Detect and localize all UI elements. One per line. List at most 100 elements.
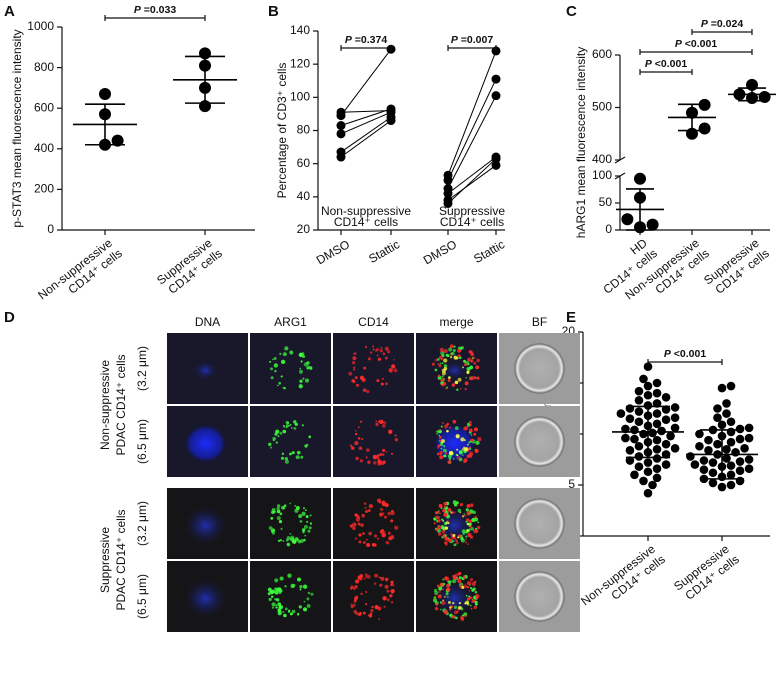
fluorescent-spot <box>457 508 462 513</box>
tile-background <box>250 561 331 632</box>
fluorescent-spot <box>277 608 282 613</box>
fluorescent-spot <box>282 540 285 542</box>
fluorescent-spot <box>303 524 308 529</box>
fluorescent-spot <box>308 435 312 439</box>
fluorescent-spot <box>374 582 377 585</box>
nucleus <box>183 423 228 464</box>
pair-line <box>340 108 392 126</box>
fluorescent-spot <box>466 454 471 459</box>
x-tick-label: Stattic <box>471 237 507 266</box>
fluorescent-spot <box>443 505 447 509</box>
fluorescent-spot <box>452 578 457 584</box>
data-point <box>491 154 501 164</box>
fluorescent-spot <box>304 534 307 537</box>
data-point <box>695 441 704 451</box>
fluorescent-spot <box>467 443 469 446</box>
fluorescent-spot <box>354 596 358 601</box>
fluorescent-spot <box>437 358 440 361</box>
fluorescent-spot <box>436 432 438 435</box>
group-label: Non-suppressive <box>321 204 411 218</box>
fluorescent-spot <box>286 536 291 541</box>
fluorescent-spot <box>301 354 305 358</box>
fluorescent-spot <box>306 443 309 446</box>
fluorescent-spot <box>274 587 278 592</box>
data-point <box>621 213 634 226</box>
p-value: P =0.033 <box>134 4 177 16</box>
fluorescent-spot <box>291 609 296 614</box>
fluorescent-spot <box>388 429 393 434</box>
fluorescent-spot <box>439 362 442 365</box>
fluorescent-spot <box>469 376 473 381</box>
fluorescent-spot <box>469 429 473 433</box>
y-axis-label: p-STAT3 mean fluorescence intensity <box>10 29 24 227</box>
fluorescent-spot <box>465 538 467 541</box>
fluorescent-spot <box>383 515 388 519</box>
fluorescent-spot <box>279 539 283 542</box>
p-value: P <0.001 <box>675 38 718 50</box>
group-label: PDAC CD14⁺ cells <box>114 354 128 455</box>
fluorescent-spot <box>470 587 473 590</box>
y-tick-label: 600 <box>34 100 54 114</box>
data-point <box>731 448 740 457</box>
fluorescent-spot <box>474 590 478 594</box>
pair-line <box>447 50 497 176</box>
fluorescent-spot <box>457 579 462 584</box>
fluorescent-spot <box>431 362 435 366</box>
fluorescent-spot <box>436 452 440 456</box>
fluorescent-spot <box>444 424 449 428</box>
fluorescent-spot <box>270 528 276 533</box>
fluorescent-spot <box>365 456 368 459</box>
fluorescent-spot <box>463 363 467 367</box>
fluorescent-spot <box>275 604 278 607</box>
fluorescent-spot <box>365 538 368 541</box>
data-point <box>713 439 722 449</box>
fluorescent-spot <box>279 589 283 593</box>
fluorescent-spot <box>453 543 457 547</box>
fluorescent-spot <box>458 571 462 576</box>
fluorescent-spot <box>469 596 473 600</box>
fluorescent-spot <box>354 376 358 380</box>
fluorescent-spot <box>369 351 373 354</box>
fluorescent-spot <box>442 381 447 386</box>
fluorescent-spot <box>468 589 471 592</box>
data-point <box>639 429 648 439</box>
panel-letter: A <box>4 3 15 20</box>
fluorescent-spot <box>377 459 382 464</box>
fluorescent-spot <box>359 577 363 581</box>
fluorescent-spot <box>270 516 274 520</box>
data-point <box>491 91 501 101</box>
fluorescent-spot <box>272 358 274 361</box>
fluorescent-spot <box>465 508 469 512</box>
fluorescent-spot <box>434 515 439 520</box>
fluorescent-spot <box>375 420 378 423</box>
fluorescent-spot <box>270 376 274 380</box>
fluorescent-spot <box>456 388 459 391</box>
fluorescent-spot <box>439 582 444 587</box>
fluorescent-spot <box>276 504 281 508</box>
row-label: (3.2 μm) <box>135 346 149 391</box>
fluorescent-spot <box>438 590 441 593</box>
fluorescent-spot <box>446 583 450 588</box>
fluorescent-spot <box>282 506 286 510</box>
fluorescent-spot <box>385 382 388 386</box>
fluorescent-spot <box>386 598 390 602</box>
fluorescent-spot <box>474 600 478 604</box>
fluorescent-spot <box>473 605 477 610</box>
data-point <box>690 460 700 469</box>
fluorescent-spot <box>390 452 394 455</box>
row-label: (6.5 μm) <box>135 419 149 464</box>
fluorescent-spot <box>366 448 370 452</box>
fluorescent-spot <box>387 531 391 535</box>
fluorescent-spot <box>470 527 474 531</box>
fluorescent-spot <box>438 428 441 432</box>
fluorescent-spot <box>306 361 310 365</box>
pair-line <box>340 48 392 116</box>
fluorescent-spot <box>442 520 445 522</box>
fluorescent-spot <box>437 594 442 599</box>
fluorescent-spot <box>467 423 471 427</box>
fluorescent-spot <box>445 592 449 596</box>
x-tick-label: DMSO <box>314 237 352 267</box>
fluorescent-spot <box>471 588 475 592</box>
fluorescent-spot <box>298 384 303 389</box>
